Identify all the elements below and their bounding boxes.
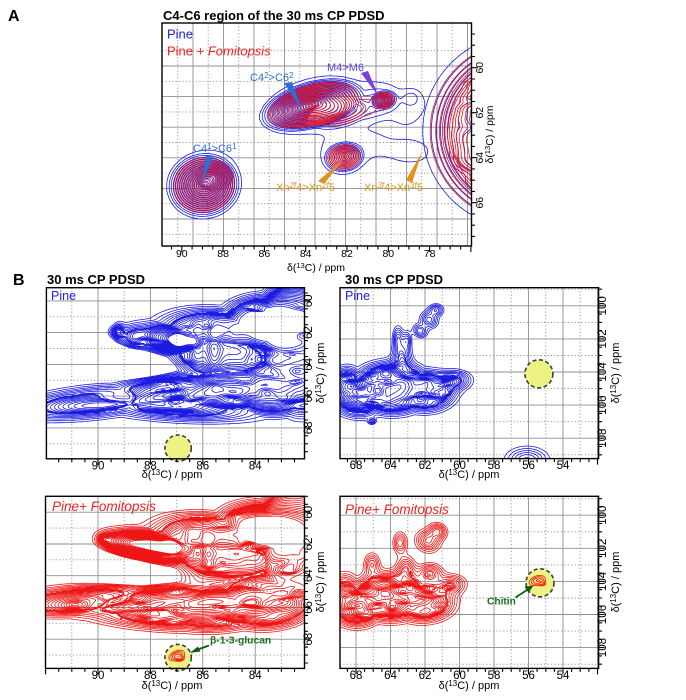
svg-text:Pine: Pine bbox=[345, 289, 370, 303]
svg-text:108: 108 bbox=[597, 638, 609, 657]
svg-text:68: 68 bbox=[350, 460, 363, 472]
svg-text:60: 60 bbox=[474, 62, 486, 74]
svg-text:66: 66 bbox=[303, 601, 315, 614]
svg-text:30 ms CP PDSD: 30 ms CP PDSD bbox=[47, 272, 145, 287]
svg-text:106: 106 bbox=[597, 396, 609, 415]
svg-text:60: 60 bbox=[453, 460, 466, 472]
svg-text:100: 100 bbox=[597, 296, 609, 315]
svg-text:64: 64 bbox=[303, 569, 315, 582]
svg-text:β-1-3-glucan: β-1-3-glucan bbox=[210, 636, 271, 647]
svg-text:90: 90 bbox=[92, 670, 105, 682]
svg-text:88: 88 bbox=[217, 248, 229, 260]
svg-text:A: A bbox=[8, 8, 20, 25]
svg-text:56: 56 bbox=[522, 670, 535, 682]
svg-text:δ(13C) / ppm: δ(13C) / ppm bbox=[287, 261, 345, 274]
svg-text:84: 84 bbox=[249, 670, 262, 682]
svg-text:M4>M6: M4>M6 bbox=[327, 62, 364, 74]
svg-text:Pine+ Fomitopsis: Pine+ Fomitopsis bbox=[52, 499, 156, 514]
svg-text:102: 102 bbox=[597, 539, 609, 558]
svg-text:δ(13C) / ppm: δ(13C) / ppm bbox=[609, 552, 622, 613]
svg-text:66: 66 bbox=[474, 197, 486, 209]
svg-text:54: 54 bbox=[557, 670, 570, 682]
svg-text:100: 100 bbox=[597, 506, 609, 525]
svg-text:C4-C6 region of the 30 ms CP P: C4-C6 region of the 30 ms CP PDSD bbox=[163, 8, 385, 23]
svg-text:Pine+ Fomitopsis: Pine+ Fomitopsis bbox=[345, 502, 449, 517]
svg-text:C41>C61: C41>C61 bbox=[193, 142, 237, 155]
svg-text:60: 60 bbox=[303, 506, 315, 519]
svg-text:30 ms CP PDSD: 30 ms CP PDSD bbox=[345, 272, 443, 287]
svg-text:104: 104 bbox=[597, 362, 609, 382]
svg-text:62: 62 bbox=[474, 107, 486, 119]
svg-text:64: 64 bbox=[384, 460, 397, 472]
svg-text:80: 80 bbox=[382, 248, 394, 260]
svg-text:88: 88 bbox=[144, 460, 157, 472]
svg-text:δ(13C) / ppm: δ(13C) / ppm bbox=[314, 343, 327, 404]
svg-text:δ(13C) / ppm: δ(13C) / ppm bbox=[439, 679, 500, 692]
svg-text:δ(13C) / ppm: δ(13C) / ppm bbox=[609, 343, 622, 404]
svg-text:90: 90 bbox=[176, 248, 188, 260]
svg-text:82: 82 bbox=[341, 248, 353, 260]
svg-text:B: B bbox=[13, 272, 25, 289]
svg-text:C42>C62: C42>C62 bbox=[250, 71, 294, 84]
svg-text:90: 90 bbox=[92, 460, 105, 472]
svg-text:δ(13C) / ppm: δ(13C) / ppm bbox=[142, 679, 203, 692]
svg-text:88: 88 bbox=[144, 670, 157, 682]
svg-text:84: 84 bbox=[300, 248, 312, 260]
svg-text:86: 86 bbox=[196, 670, 209, 682]
svg-text:Pine: Pine bbox=[51, 289, 76, 303]
svg-text:58: 58 bbox=[488, 460, 501, 472]
svg-text:60: 60 bbox=[453, 670, 466, 682]
svg-text:62: 62 bbox=[303, 538, 315, 551]
svg-text:Chitin: Chitin bbox=[487, 597, 516, 608]
svg-text:86: 86 bbox=[259, 248, 271, 260]
svg-text:102: 102 bbox=[597, 329, 609, 348]
svg-text:58: 58 bbox=[488, 670, 501, 682]
svg-text:Pine + Fomitopsis: Pine + Fomitopsis bbox=[167, 44, 271, 59]
svg-text:δ(13C) / ppm: δ(13C) / ppm bbox=[314, 552, 327, 613]
svg-text:54: 54 bbox=[557, 460, 570, 472]
svg-text:62: 62 bbox=[303, 326, 315, 339]
svg-text:64: 64 bbox=[303, 357, 315, 370]
svg-text:δ(13C) / ppm: δ(13C) / ppm bbox=[439, 468, 500, 481]
svg-text:δ(13C) / ppm: δ(13C) / ppm bbox=[483, 105, 496, 163]
svg-text:68: 68 bbox=[303, 633, 315, 646]
svg-text:84: 84 bbox=[249, 460, 262, 472]
svg-text:66: 66 bbox=[303, 390, 315, 403]
svg-text:60: 60 bbox=[303, 295, 315, 308]
svg-text:64: 64 bbox=[474, 152, 486, 164]
svg-text:86: 86 bbox=[196, 460, 209, 472]
svg-text:62: 62 bbox=[419, 460, 432, 472]
svg-text:106: 106 bbox=[597, 605, 609, 624]
svg-text:108: 108 bbox=[597, 429, 609, 448]
svg-text:Pine: Pine bbox=[167, 27, 193, 42]
svg-text:68: 68 bbox=[350, 670, 363, 682]
svg-text:64: 64 bbox=[384, 670, 397, 682]
svg-text:68: 68 bbox=[303, 422, 315, 435]
svg-text:δ(13C) / ppm: δ(13C) / ppm bbox=[142, 468, 203, 481]
svg-text:78: 78 bbox=[424, 248, 436, 260]
svg-text:62: 62 bbox=[419, 670, 432, 682]
svg-text:104: 104 bbox=[597, 571, 609, 591]
svg-text:Xn3f4>Xn3f5: Xn3f4>Xn3f5 bbox=[364, 181, 423, 194]
svg-text:56: 56 bbox=[522, 460, 535, 472]
